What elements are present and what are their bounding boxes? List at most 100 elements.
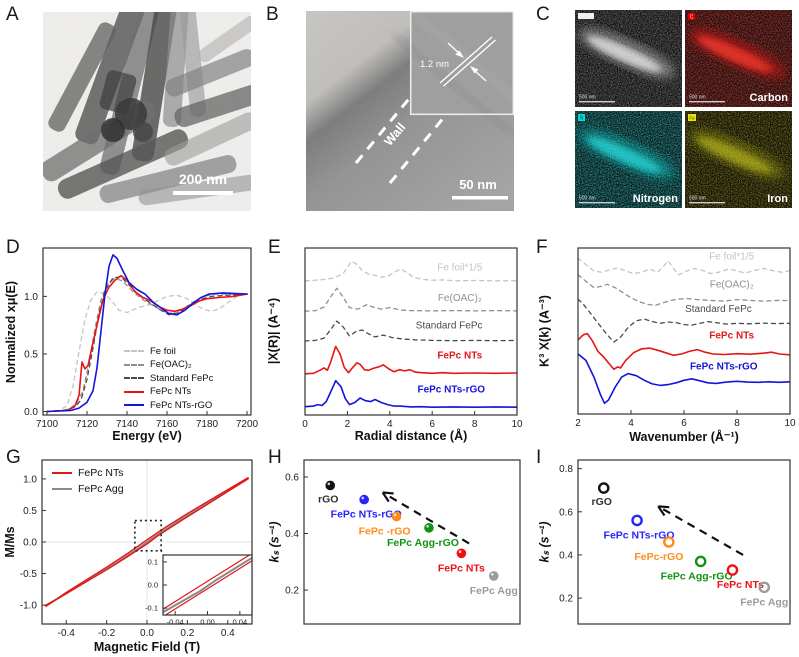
- series-group: [163, 555, 252, 615]
- y-tick-label: 0.6: [285, 472, 299, 483]
- f-x-axis-label: Wavenumber (Å⁻¹): [629, 430, 739, 444]
- iron-tag: Fe: [689, 115, 695, 120]
- plot-frame: [42, 247, 252, 416]
- eds-map-haadf: 500 nm: [575, 10, 682, 107]
- e-x-axis-label: Radial distance (Å): [354, 429, 468, 443]
- series-group: [305, 260, 517, 408]
- x-tick-label: -0.04: [167, 618, 184, 627]
- point-label: FePc NTs-rGO: [604, 529, 675, 541]
- plot-frame: [577, 247, 791, 415]
- scale-text-carbon: 500 nm: [689, 95, 706, 101]
- point-label: FePc -rGO: [359, 526, 411, 538]
- series-Fe foil*1/5: [305, 260, 517, 282]
- series-FePc NTs-rGO: [305, 379, 517, 408]
- carbon-label: Carbon: [750, 92, 789, 104]
- series-label: FePc NTs: [437, 350, 482, 361]
- y-tick-label: -0.1: [145, 604, 158, 613]
- x-tick-label: 0.00: [200, 618, 215, 627]
- series-Fe(OAC)2: [305, 287, 517, 312]
- x-tick-label: 10: [784, 418, 796, 429]
- point-highlight: [426, 524, 429, 528]
- inset-border: [409, 11, 514, 116]
- point-highlight: [327, 482, 331, 486]
- y-tick-label: 0.5: [23, 506, 37, 517]
- measure-arrowhead-lower: [470, 66, 479, 74]
- x-tick-label: 7120: [76, 419, 99, 430]
- data-point: [359, 494, 369, 505]
- d-legend-item: FePc NTs-rGO: [124, 399, 213, 412]
- series-FePc NTs: [305, 345, 517, 375]
- trend-arrowhead: [657, 505, 666, 517]
- data-point: [694, 555, 707, 568]
- y-tick-label: 0.6: [559, 507, 573, 518]
- data-point: [597, 482, 610, 494]
- hrtem-inset: 1.2 nm: [390, 11, 514, 140]
- scale-bar-b: [452, 196, 508, 200]
- legend-swatch: [52, 487, 72, 490]
- iron-label: Iron: [767, 193, 788, 205]
- point-highlight: [458, 550, 462, 554]
- x-tick-label: 0.4: [221, 628, 235, 639]
- x-tick-label: 4: [628, 418, 634, 429]
- y-tick-label: 0.1: [148, 558, 158, 567]
- series-label: Fe foil*1/5: [709, 251, 754, 262]
- y-tick-label: 1.0: [23, 474, 37, 485]
- x-tick-label: 0.0: [140, 628, 154, 639]
- x-tick-label: 8: [472, 419, 478, 430]
- point-label: FePc Agg: [740, 596, 788, 608]
- data-point: [456, 548, 467, 559]
- data-point: [726, 564, 739, 576]
- point-label: FePc Agg-rGO: [387, 537, 459, 549]
- trend-arrowhead: [658, 505, 670, 509]
- y-tick-label: 0.5: [24, 349, 38, 360]
- scale-text-iron: 500 nm: [689, 196, 706, 202]
- series-label: Fe(OAC)₂: [438, 293, 482, 304]
- data-point: [325, 480, 336, 491]
- series-FePc NTs up: [164, 560, 252, 615]
- legend-swatch: [124, 377, 144, 380]
- point-label: FePc NTs-rGO: [331, 509, 402, 521]
- series-FePc NTs-rGO: [46, 254, 248, 413]
- x-tick-label: 10: [511, 419, 523, 430]
- scale-bar-a: [173, 191, 233, 195]
- plot-frame: [304, 247, 518, 416]
- series-label: Standard FePc: [685, 304, 752, 315]
- connector-line: [160, 549, 165, 555]
- x-tick-label: 7140: [116, 419, 139, 430]
- y-tick-label: 0.0: [24, 407, 38, 418]
- series-group: [578, 257, 790, 405]
- legend-swatch: [124, 404, 144, 407]
- d-legend-item: Fe(OAC)₂: [124, 359, 213, 372]
- g-legend-item: FePc Agg: [52, 481, 124, 496]
- panel-i: I kₛ (s⁻¹) rGO FePc NTs-rGO FePc-rGO FePc A…: [530, 445, 799, 657]
- panel-h: H kₛ (s⁻¹) rGO FePc NTs-rGO FePc -rGO FePc …: [262, 445, 530, 657]
- point-label: rGO: [592, 496, 612, 508]
- panel-b-letter: B: [266, 4, 280, 25]
- plot-frame: [303, 459, 521, 625]
- point-highlight: [491, 573, 494, 576]
- panel-g: G M/Ms -0.4 -0.2 0.0 0.2 0.4 -1.0 -0.5 0.0 0.5 1.…: [0, 445, 262, 657]
- data-point: [488, 571, 499, 581]
- series-FePc Agg: [163, 556, 252, 614]
- carbon-tag: C: [690, 14, 694, 20]
- carbon-tag-box: [688, 13, 695, 20]
- panel-h-letter: H: [268, 447, 283, 468]
- exafs-r-chart: Fe foil*1/5 Fe(OAC)₂ Standard FePc FePc NTs…: [302, 247, 523, 430]
- iron-tag-box: [688, 114, 696, 121]
- point-highlight: [393, 513, 397, 517]
- measure-arrowhead-upper: [455, 50, 464, 58]
- scale-bar-carbon: [689, 101, 725, 103]
- series-group: [45, 477, 249, 608]
- magnetization-chart: -0.4 -0.2 0.0 0.2 0.4 -1.0 -0.5 0.0 0.5 1.0: [20, 459, 253, 639]
- haadf-tag: [578, 13, 594, 19]
- x-tick-label: 0.2: [180, 628, 194, 639]
- point-highlight: [361, 496, 365, 500]
- panel-d-letter: D: [6, 237, 21, 258]
- d-legend: Fe foil Fe(OAC)₂ Standard FePc FePc NTs …: [124, 345, 213, 412]
- wall-line-2: [443, 39, 496, 87]
- x-tick-label: 6: [681, 418, 687, 429]
- scale-bar-text-a: 200 nm: [179, 171, 227, 187]
- scale-bar-haadf: [579, 101, 615, 103]
- scale-text-nitrogen: 500 nm: [579, 196, 596, 202]
- x-tick-label: -0.2: [98, 628, 116, 639]
